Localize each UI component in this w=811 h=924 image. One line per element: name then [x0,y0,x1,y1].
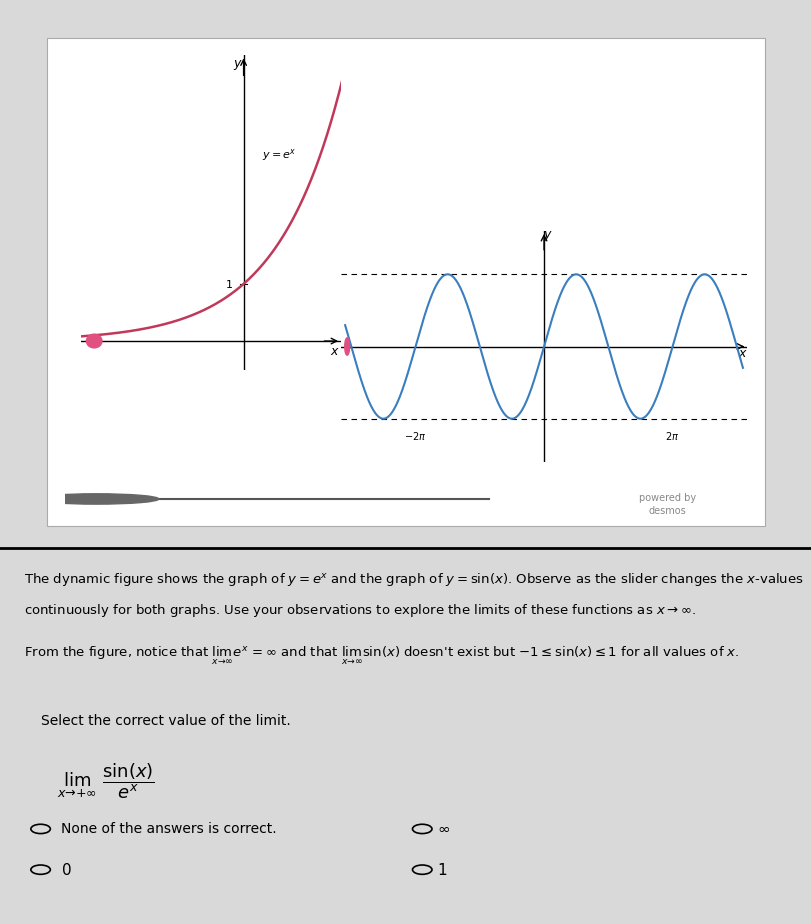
Text: $x$: $x$ [329,346,339,359]
Circle shape [345,338,350,355]
Text: $y$: $y$ [234,58,243,72]
Text: The dynamic figure shows the graph of $y = e^x$ and the graph of $y = \sin(x)$. : The dynamic figure shows the graph of $y… [24,571,803,588]
Text: $\lim_{x \to +\infty}\ \dfrac{\sin(x)}{e^x}$: $\lim_{x \to +\infty}\ \dfrac{\sin(x)}{e… [57,761,154,801]
Text: continuously for both graphs. Use your observations to explore the limits of the: continuously for both graphs. Use your o… [24,602,696,619]
Text: $y = e^x$: $y = e^x$ [261,147,296,163]
Circle shape [86,334,102,348]
Text: $-2\pi$: $-2\pi$ [404,431,427,443]
Circle shape [34,493,159,505]
Text: $1$: $1$ [436,862,447,878]
Text: $\infty$: $\infty$ [436,821,449,836]
Text: $y$: $y$ [543,229,552,243]
Text: $2\pi$: $2\pi$ [665,431,679,443]
Text: $0$: $0$ [61,862,71,878]
Text: $x$: $x$ [737,347,747,360]
Text: Select the correct value of the limit.: Select the correct value of the limit. [41,714,290,728]
Text: $1$: $1$ [225,278,233,290]
Text: From the figure, notice that $\lim_{x \to \infty} e^x = \infty$ and that $\lim_{: From the figure, notice that $\lim_{x \t… [24,645,739,666]
Text: powered by
desmos: powered by desmos [638,493,695,516]
Text: None of the answers is correct.: None of the answers is correct. [61,822,277,836]
